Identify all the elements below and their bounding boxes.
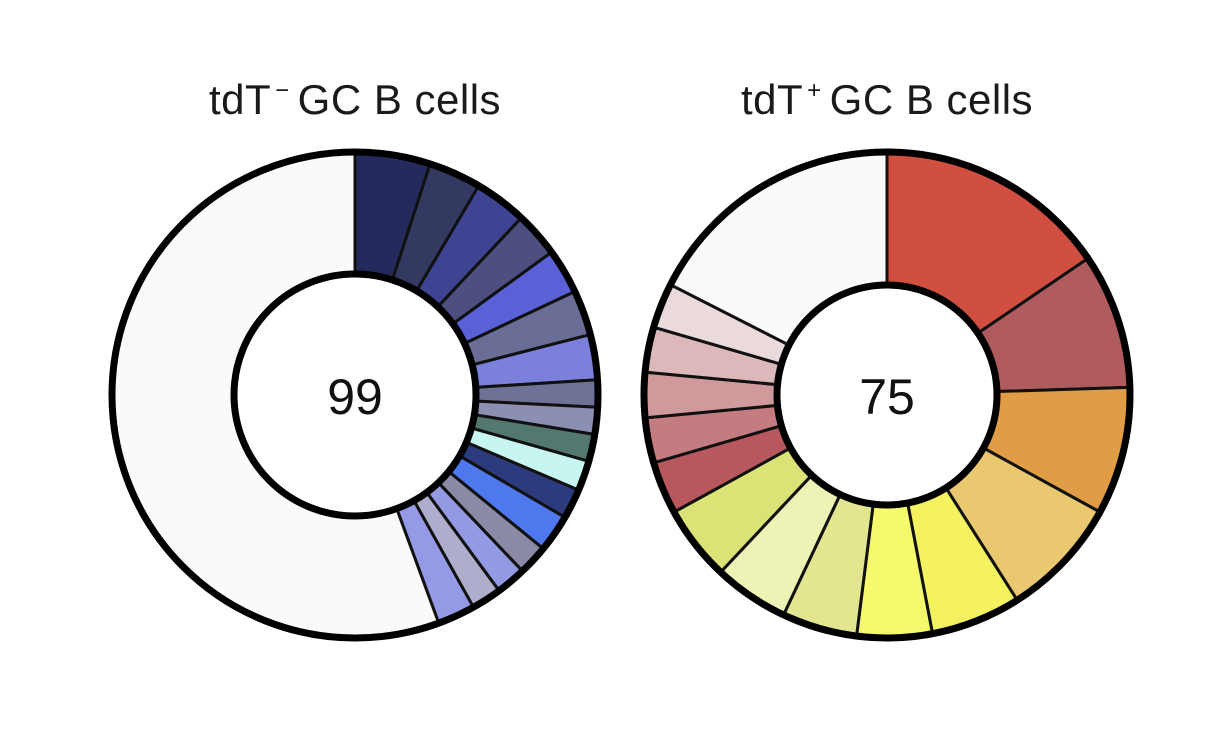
chart-title-right-sup: + (807, 77, 822, 104)
chart-title-right-main: tdT (740, 76, 804, 123)
chart-title-right-rest: GC B cells (829, 76, 1034, 123)
donut-right-outer-ring (640, 148, 1134, 642)
donut-left-hole (230, 270, 480, 520)
chart-title-left: tdT − GC B cells (209, 76, 501, 124)
center-label-left: 99 (327, 369, 383, 425)
chart-title-left-main: tdT (208, 76, 272, 123)
donut-chart-right (640, 148, 1134, 642)
chart-title-left-sup: − (275, 77, 290, 104)
donut-right-hole (773, 281, 1001, 509)
donut-left-outer-ring (108, 148, 602, 642)
center-label-right: 75 (859, 369, 915, 425)
chart-title-right: tdT + GC B cells (741, 76, 1033, 124)
chart-title-left-rest: GC B cells (297, 76, 502, 123)
donut-chart-left (108, 148, 602, 642)
